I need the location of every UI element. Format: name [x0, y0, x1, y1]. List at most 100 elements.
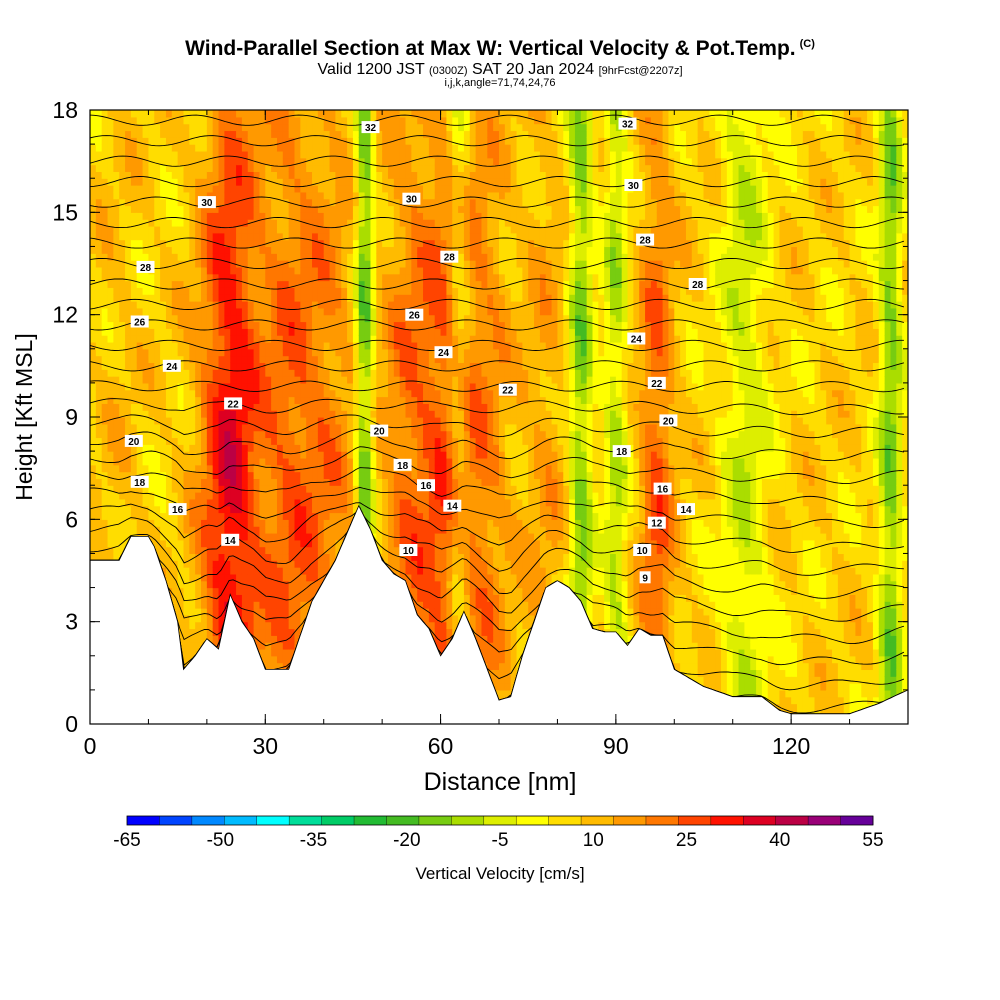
- velocity-cell: [107, 205, 114, 213]
- velocity-cell: [306, 348, 313, 357]
- velocity-cell: [387, 369, 395, 377]
- velocity-cell: [201, 594, 208, 602]
- velocity-cell: [317, 437, 325, 445]
- velocity-cell: [247, 594, 255, 602]
- velocity-cell: [329, 164, 336, 172]
- velocity-cell: [171, 348, 179, 357]
- velocity-cell: [276, 369, 284, 377]
- velocity-cell: [206, 348, 214, 357]
- velocity-cell: [177, 205, 185, 213]
- velocity-cell: [171, 185, 179, 193]
- velocity-cell: [183, 655, 190, 664]
- velocity-cell: [347, 423, 354, 432]
- velocity-cell: [370, 457, 377, 466]
- velocity-cell: [399, 164, 407, 172]
- velocity-cell: [90, 553, 97, 561]
- velocity-cell: [387, 417, 395, 425]
- velocity-cell: [189, 642, 196, 650]
- velocity-cell: [206, 512, 214, 520]
- velocity-cell: [171, 601, 179, 609]
- velocity-cell: [265, 260, 272, 268]
- velocity-cell: [294, 335, 301, 343]
- velocity-cell: [312, 273, 319, 282]
- velocity-cell: [218, 150, 225, 159]
- velocity-cell: [148, 253, 155, 261]
- velocity-cell: [265, 519, 272, 527]
- velocity-cell: [300, 526, 307, 534]
- velocity-cell: [317, 444, 325, 452]
- velocity-cell: [317, 532, 325, 541]
- velocity-cell: [148, 369, 155, 377]
- velocity-cell: [241, 444, 249, 452]
- velocity-cell: [288, 212, 296, 220]
- velocity-cell: [148, 123, 155, 132]
- velocity-cell: [259, 587, 266, 595]
- velocity-cell: [259, 539, 266, 548]
- velocity-cell: [317, 212, 325, 220]
- velocity-cell: [201, 164, 208, 172]
- velocity-cell: [119, 485, 126, 493]
- velocity-cell: [393, 294, 401, 302]
- velocity-cell: [177, 239, 185, 248]
- velocity-cell: [183, 205, 190, 213]
- velocity-cell: [119, 273, 126, 282]
- velocity-cell: [265, 376, 272, 384]
- velocity-cell: [335, 403, 342, 411]
- velocity-cell: [411, 519, 418, 527]
- velocity-cell: [276, 492, 284, 500]
- velocity-cell: [177, 287, 185, 295]
- velocity-cell: [294, 478, 301, 486]
- velocity-cell: [224, 437, 231, 445]
- velocity-cell: [282, 116, 290, 125]
- velocity-cell: [136, 137, 144, 145]
- velocity-cell: [142, 212, 150, 220]
- velocity-cell: [165, 369, 173, 377]
- velocity-cell: [224, 546, 231, 555]
- velocity-cell: [405, 471, 412, 479]
- velocity-cell: [370, 205, 377, 213]
- velocity-cell: [411, 539, 418, 548]
- velocity-cell: [253, 573, 261, 582]
- velocity-cell: [95, 321, 103, 329]
- velocity-cell: [142, 110, 150, 118]
- velocity-cell: [276, 621, 284, 630]
- velocity-cell: [271, 573, 278, 582]
- velocity-cell: [376, 273, 383, 282]
- velocity-cell: [177, 307, 185, 316]
- velocity-cell: [119, 232, 126, 241]
- velocity-cell: [212, 266, 220, 275]
- velocity-cell: [370, 355, 377, 364]
- velocity-cell: [247, 307, 255, 316]
- velocity-cell: [236, 464, 243, 473]
- velocity-cell: [329, 232, 336, 241]
- velocity-cell: [154, 301, 161, 309]
- velocity-cell: [195, 594, 202, 602]
- velocity-cell: [329, 287, 336, 295]
- velocity-cell: [230, 294, 237, 302]
- velocity-cell: [317, 314, 325, 323]
- velocity-cell: [358, 144, 366, 152]
- velocity-cell: [300, 232, 307, 241]
- velocity-cell: [288, 219, 296, 227]
- velocity-cell: [253, 348, 261, 357]
- velocity-cell: [247, 362, 255, 370]
- velocity-cell: [341, 478, 348, 486]
- velocity-cell: [160, 314, 167, 323]
- velocity-cell: [90, 464, 97, 473]
- velocity-cell: [288, 614, 296, 623]
- velocity-cell: [154, 376, 161, 384]
- velocity-cell: [224, 164, 231, 172]
- velocity-cell: [130, 198, 138, 207]
- velocity-cell: [300, 430, 307, 439]
- velocity-cell: [241, 266, 249, 275]
- velocity-cell: [189, 348, 196, 357]
- velocity-cell: [90, 457, 97, 466]
- velocity-cell: [399, 355, 407, 364]
- velocity-cell: [294, 437, 301, 445]
- velocity-cell: [323, 198, 331, 207]
- velocity-cell: [101, 328, 109, 336]
- velocity-cell: [253, 232, 261, 241]
- velocity-cell: [171, 280, 179, 288]
- velocity-cell: [259, 464, 266, 473]
- velocity-cell: [195, 171, 202, 179]
